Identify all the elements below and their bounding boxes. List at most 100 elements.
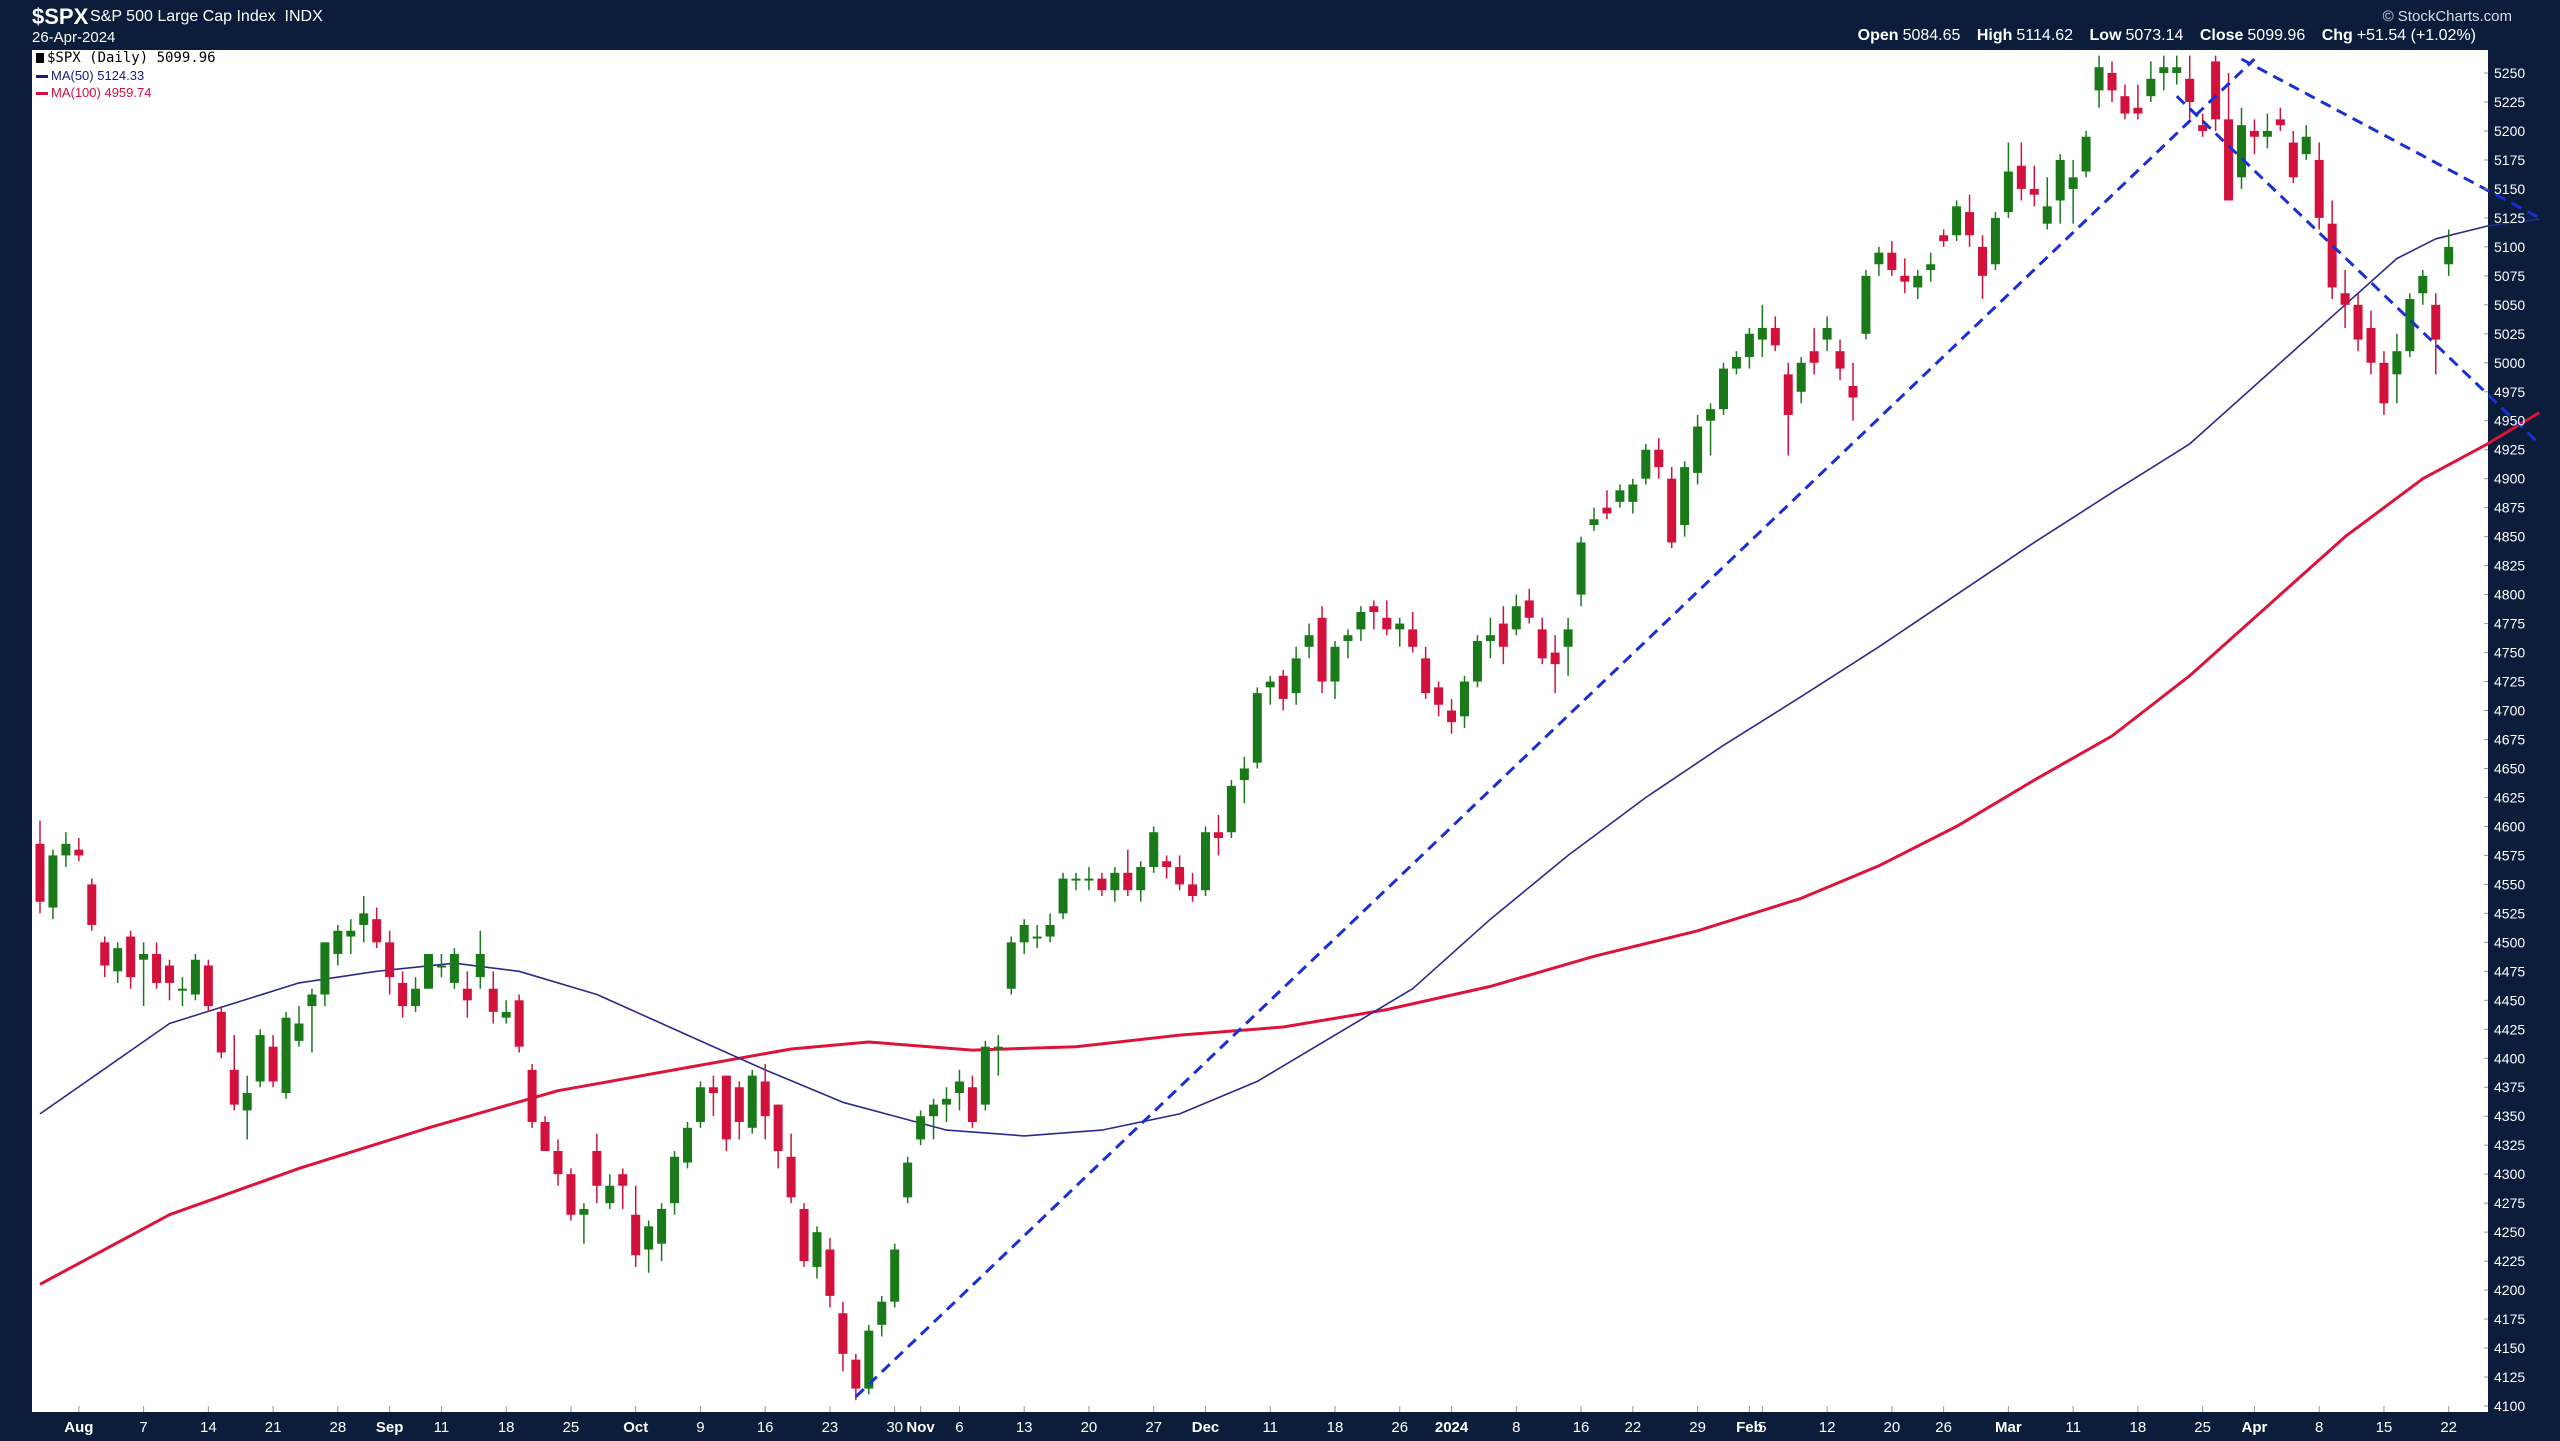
y-tick-label: 4100 <box>2494 1398 2525 1414</box>
candle-up <box>2418 275 2428 294</box>
x-tick-label: 2024 <box>1435 1419 1469 1436</box>
candle-up <box>294 1023 304 1041</box>
candle-up <box>1706 409 1716 421</box>
candle-up <box>877 1301 887 1325</box>
candle-up <box>255 1035 265 1082</box>
candle-down <box>2431 304 2441 340</box>
x-tick-label: Dec <box>1192 1419 1220 1436</box>
candle-up <box>1744 333 1754 357</box>
candle-down <box>631 1214 641 1256</box>
x-tick-label: Nov <box>906 1419 935 1436</box>
candle-down <box>2029 188 2039 195</box>
trendline-layer <box>854 57 2541 1398</box>
x-tick-label: 29 <box>1689 1419 1706 1436</box>
candle-up <box>449 953 459 983</box>
candle-up <box>1731 356 1741 369</box>
candle-up <box>812 1232 822 1267</box>
y-tick-label: 4300 <box>2494 1166 2525 1182</box>
candle-up <box>864 1330 874 1389</box>
candle-up <box>1330 646 1340 682</box>
candle-up <box>2003 171 2013 213</box>
x-tick-label: 18 <box>1327 1419 1344 1436</box>
candle-down <box>216 1011 226 1053</box>
candle-down <box>1783 374 1793 415</box>
candle-down <box>1965 212 1975 236</box>
y-tick-label: 4500 <box>2494 934 2525 950</box>
y-tick-label: 5250 <box>2494 65 2525 81</box>
x-tick-label: 16 <box>757 1419 774 1436</box>
candle-down <box>462 988 472 1001</box>
candle-up <box>2301 136 2311 155</box>
candle-up <box>2159 67 2169 73</box>
candle-down <box>708 1087 718 1094</box>
candle-up <box>2172 67 2182 73</box>
candle-up <box>1861 275 1871 334</box>
candle-down <box>618 1174 628 1186</box>
candle-up <box>1343 635 1353 641</box>
candle-up <box>1926 264 1936 271</box>
y-tick-label: 4200 <box>2494 1282 2525 1298</box>
legend-ma50-text: MA(50) 5124.33 <box>51 68 145 83</box>
candle-down <box>1123 872 1133 891</box>
x-tick-label: Sep <box>376 1419 404 1436</box>
close-value: 5099.96 <box>2247 27 2306 44</box>
candle-up <box>1058 878 1068 914</box>
y-tick-label: 4825 <box>2494 558 2525 574</box>
candle-up <box>2444 246 2454 265</box>
candle-up <box>2094 67 2104 91</box>
candle-up <box>747 1075 757 1128</box>
candle-down <box>372 919 382 943</box>
candle-up <box>605 1185 615 1204</box>
candle-up <box>1485 635 1495 641</box>
x-tick-label: 27 <box>1145 1419 1162 1436</box>
candle-up <box>1796 362 1806 392</box>
y-tick-label: 4750 <box>2494 645 2525 661</box>
y-tick-label: 4150 <box>2494 1340 2525 1356</box>
x-tick-label: Apr <box>2242 1419 2268 1436</box>
candle-up <box>411 988 421 1007</box>
candle-down <box>1978 246 1987 276</box>
y-tick-label: 4600 <box>2494 818 2525 834</box>
candle-down <box>87 884 97 925</box>
chg-value: +51.54 (+1.02%) <box>2356 27 2476 44</box>
x-tick-label: 22 <box>1625 1419 1642 1436</box>
candle-down <box>2340 293 2350 305</box>
candle-down <box>592 1150 602 1186</box>
x-tick-label: 8 <box>1512 1419 1520 1436</box>
candle-down <box>825 1249 835 1296</box>
x-tick-label: 25 <box>2194 1419 2211 1436</box>
candle-down <box>2327 223 2337 288</box>
candle-up <box>2237 125 2246 178</box>
candle-up <box>501 1011 511 1018</box>
ticker-symbol: $SPX <box>32 4 89 29</box>
candle-up <box>1628 484 1638 502</box>
x-tick-label: 8 <box>2315 1419 2323 1436</box>
candle-up <box>424 953 433 989</box>
candle-down <box>540 1122 550 1151</box>
candle-down <box>2288 142 2298 178</box>
x-tick-label: Oct <box>623 1419 648 1436</box>
y-tick-label: 4450 <box>2494 992 2525 1008</box>
y-tick-label: 4125 <box>2494 1369 2525 1385</box>
candle-up <box>61 843 71 856</box>
candle-up <box>993 1046 1003 1049</box>
candle-up <box>1472 640 1482 682</box>
y-tick-label: 4400 <box>2494 1050 2525 1066</box>
candle-down <box>773 1104 783 1151</box>
y-tick-label: 5175 <box>2494 152 2525 168</box>
x-tick-label: 20 <box>1884 1419 1901 1436</box>
x-tick-label: 28 <box>330 1419 347 1436</box>
candle-up <box>1149 832 1159 868</box>
candle-up <box>683 1127 692 1163</box>
y-tick-label: 4950 <box>2494 413 2525 429</box>
candle-down <box>165 965 174 983</box>
candle-down <box>1421 658 1431 694</box>
x-tick-label: 26 <box>1935 1419 1952 1436</box>
candle-down <box>2366 328 2376 363</box>
y-tick-label: 4425 <box>2494 1021 2525 1037</box>
candle-up <box>1265 681 1275 688</box>
candle-down <box>967 1087 977 1123</box>
y-tick-label: 4275 <box>2494 1195 2525 1211</box>
y-tick-label: 5000 <box>2494 355 2525 371</box>
candle-down <box>1550 652 1560 665</box>
